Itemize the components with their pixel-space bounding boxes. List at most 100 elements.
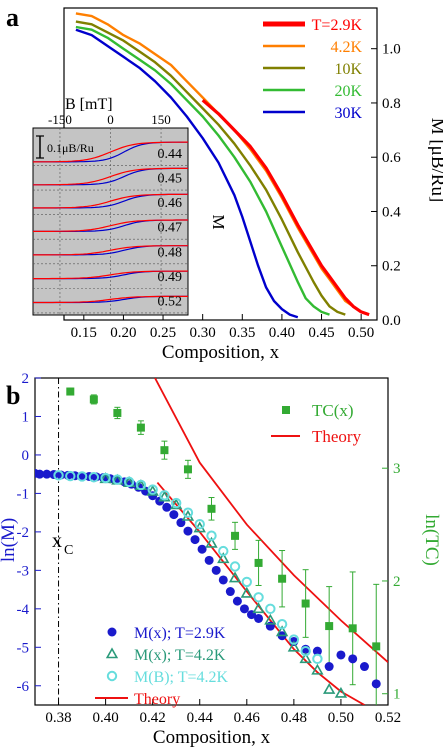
data-point-m-x-t-4-2k [299,652,312,664]
data-point-m-x-t-4-2k [252,602,265,614]
inset-scale-bar-label: 0.1μB/Ru [47,141,94,155]
data-point-m-x-t-2-9k [239,604,249,614]
data-point-m-x-t-2-9k [162,502,172,512]
panel-b: b 0.38 0.40 0.42 0.44 0.46 0.48 0.50 0.52 2 1 0 -1 -2… [0,371,442,748]
data-point-tc-x [301,599,310,608]
series-line-20k [75,25,330,316]
plot-area [35,378,388,705]
data-point-m-b-t-4-2k [265,603,276,615]
y-tick-label: 1.0 [382,42,401,58]
data-point-m-b-t-4-2k [65,470,76,482]
legend-bottom-label-m-x-t-4-2k: M(x); T=4.2K [134,647,226,664]
data-point-tc-x [160,446,169,455]
panel-a: a0.15 0.20 0.25 0.30 0.35 0.40 0.45 0.500.00.20… [6,3,443,363]
y-tick-label-left: -5 [17,640,30,656]
x-tick-label: 0.35 [229,325,255,341]
data-point-m-b-t-4-2k [312,653,323,665]
legend-top-label-tc-x: TC(x) [312,401,354,420]
inset-curve-red [33,167,189,186]
data-point-m-b-t-4-2k [276,619,288,630]
data-point-m-x-t-2-9k [204,555,214,565]
inset-row-label: 0.48 [158,245,183,260]
series-line-30k [75,28,299,319]
data-point-m-x-t-2-9k [265,621,275,631]
x-tick-label: 0.46 [234,710,261,726]
x-tick-label: 0.42 [140,710,166,726]
data-point-m-b-t-4-2k [171,497,182,509]
legend-label-4-2k: 4.2K [330,39,362,56]
inset-row-label: 0.46 [158,196,183,211]
data-point-m-x-t-4-2k [217,552,230,564]
data-point-m-b-t-4-2k [206,530,217,541]
y-tick-label-left: 0 [22,448,30,464]
legend-bottom-label-m-b-t-4-2k: M(B); T=4.2K [134,669,229,686]
x-tick-label: 0.52 [375,710,401,726]
x-tick-label: 0.25 [150,325,176,341]
series-line-10k [75,20,346,316]
data-point-tc-x [183,465,192,474]
data-point-m-b-t-4-2k [88,472,100,483]
data-point-m-b-t-4-2k [159,490,170,501]
data-point-m-b-t-4-2k [135,479,147,491]
data-point-m-b-t-4-2k [53,470,64,481]
data-point-m-x-t-4-2k [228,571,242,583]
data-point-m-x-t-4-2k [322,682,336,694]
data-point-m-x-t-4-2k [170,498,183,510]
inset-row-label: 0.52 [158,294,183,309]
data-point-tc-x [66,387,75,396]
legend-bottom-label-m-x-t-2-9k: M(x); T=2.9K [134,625,226,642]
inset-x-axis-label: B [mT] [65,96,113,113]
y-tick-label-left: 2 [22,371,30,387]
y-axis-label: M [μB/Ru] [427,118,443,203]
data-point-m-x-t-2-9k [312,646,322,656]
x-tick-label: 0.45 [308,325,334,341]
inset-curve-red [33,141,188,163]
legend-bottom-swatch-m-x-t-2-9k [107,627,117,637]
data-point-m-x-t-2-9k [42,469,52,479]
inset-row-label: 0.49 [158,270,183,285]
data-point-m-b-t-4-2k [218,545,229,557]
x-tick-label: 0.30 [190,325,216,341]
y-tick-label-left: -2 [17,525,30,541]
data-point-m-b-t-4-2k [300,645,311,657]
data-point-m-b-t-4-2k [100,472,111,484]
data-point-m-x-t-2-9k [336,650,346,660]
data-point-tc-x [113,408,122,417]
y-tick-label: 0.4 [382,204,401,220]
data-point-tc-x [372,642,381,651]
x-axis-label: Composition, x [162,342,280,363]
inset-row-label: 0.47 [158,221,183,236]
data-point-tc-x [136,423,145,432]
legend-bottom-swatch-m-x-t-4-2k [105,647,119,659]
data-point-m-x-t-2-9k [218,575,228,585]
data-point-m-x-t-4-2k [146,484,159,496]
data-point-m-x-t-2-9k [359,662,369,672]
y-axis-label-right: ln(TC) [421,514,442,566]
inset-curve-red [33,193,188,209]
data-point-m-x-t-2-9k [225,587,235,597]
critical-line-label-sub: C [64,543,73,558]
data-point-tc-x [89,395,98,404]
inset-curve-red [33,270,188,280]
legend-top-swatch-tc-x [282,406,290,414]
y-tick-label-left: 1 [22,409,30,425]
data-point-m-x-t-2-9k [183,526,193,536]
data-point-m-x-t-4-2k [334,686,348,698]
data-point-m-x-t-4-2k [205,536,218,548]
data-point-tc-x [348,624,357,633]
inset-x-tick-label: -150 [48,112,72,127]
y-tick-label-left: -6 [17,679,30,695]
y-tick-label-right: 2 [393,574,401,590]
legend-label-10k: 10K [334,61,362,78]
x-axis-label: Composition, x [153,727,271,748]
x-tick-label: 0.50 [348,325,374,341]
inset-x-tick-label: 150 [151,112,171,127]
data-point-m-b-t-4-2k [229,561,241,572]
data-point-m-b-t-4-2k [241,576,253,588]
x-tick-label: 0.15 [71,325,97,341]
critical-line-label: x [52,530,62,552]
y-tick-label: 0.0 [382,313,401,329]
x-tick-label: 0.50 [328,710,354,726]
data-point-m-x-t-2-9k [254,613,264,623]
